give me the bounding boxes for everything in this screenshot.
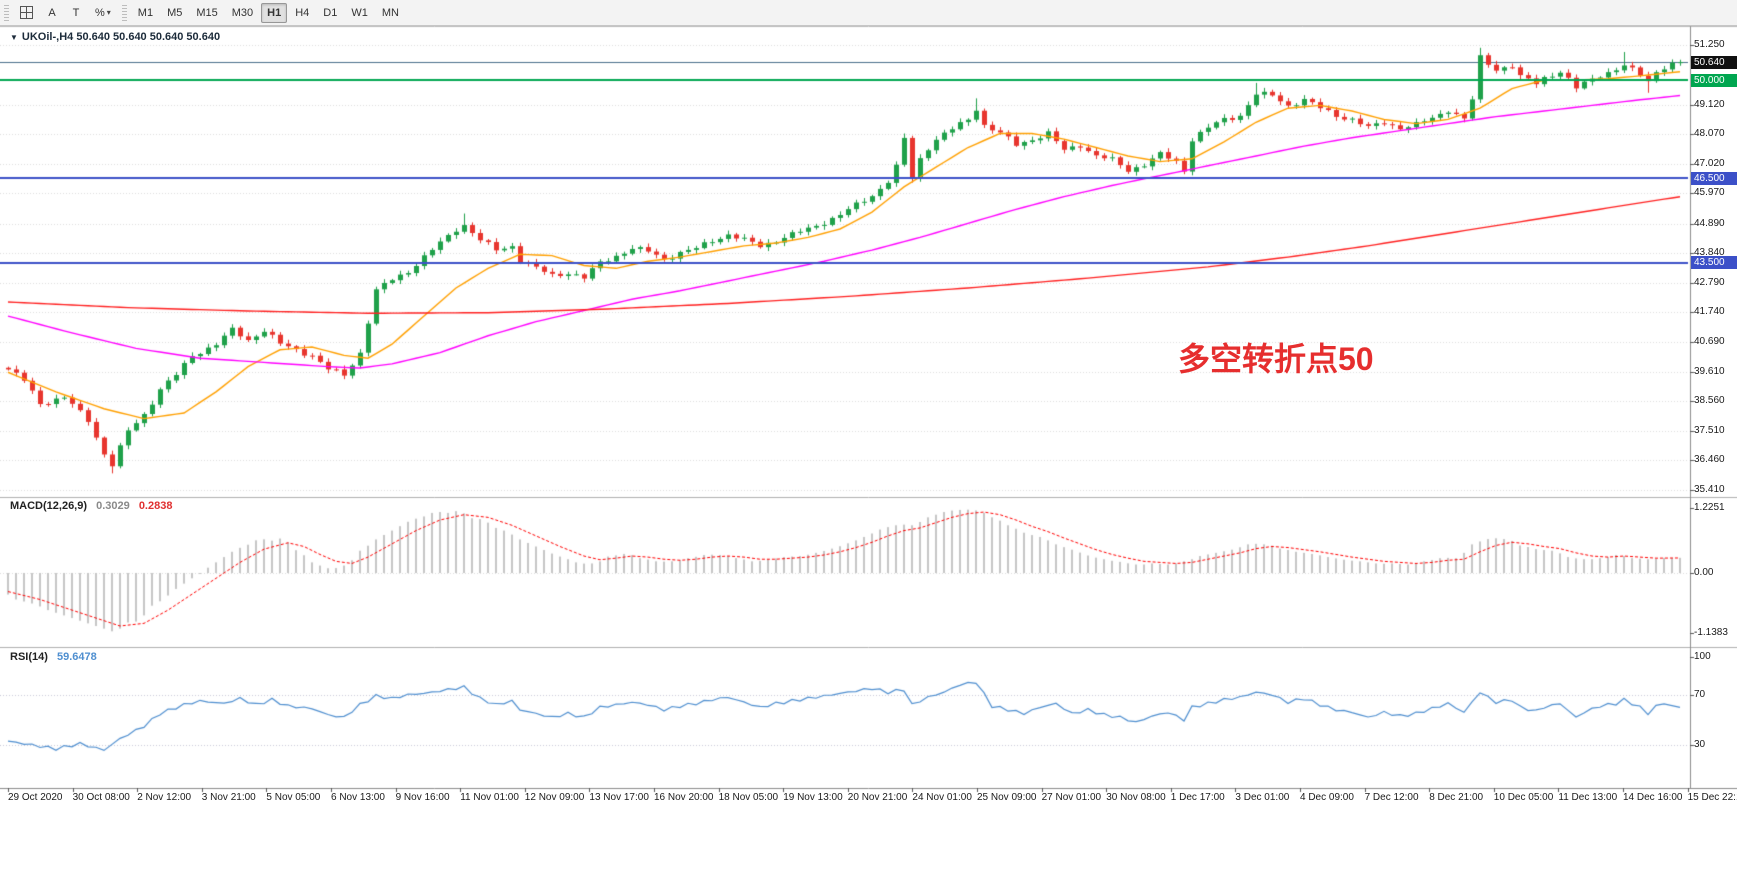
crosshair-icon <box>20 6 33 19</box>
timeframe-button-m5[interactable]: M5 <box>161 3 188 23</box>
percent-icon: % <box>95 6 105 19</box>
indicators-dropdown[interactable]: % ▾ <box>89 3 117 23</box>
timeframe-button-d1[interactable]: D1 <box>317 3 343 23</box>
chevron-down-icon: ▾ <box>106 8 111 17</box>
arrow-tool-button[interactable]: A <box>41 3 63 23</box>
timeframe-button-m15[interactable]: M15 <box>190 3 223 23</box>
timeframe-button-m30[interactable]: M30 <box>226 3 259 23</box>
toolbar-drag-handle[interactable] <box>121 4 127 21</box>
timeframe-button-m1[interactable]: M1 <box>132 3 159 23</box>
timeframe-button-h1[interactable]: H1 <box>261 2 288 23</box>
crosshair-grid-button[interactable] <box>14 3 39 23</box>
timeframe-button-mn[interactable]: MN <box>376 3 405 23</box>
toolbar: A T % ▾ M1 M5 M15 M30 H1 H4 D1 W1 MN <box>0 0 1737 26</box>
timeframe-button-w1[interactable]: W1 <box>345 3 374 23</box>
toolbar-drag-handle[interactable] <box>4 4 9 21</box>
text-tool-button[interactable]: T <box>65 3 87 23</box>
timeframe-button-h4[interactable]: H4 <box>289 3 315 23</box>
annotation-text[interactable]: 多空转折点50 <box>1178 341 1374 377</box>
timeframe-group: M1 M5 M15 M30 H1 H4 D1 W1 MN <box>131 2 406 23</box>
